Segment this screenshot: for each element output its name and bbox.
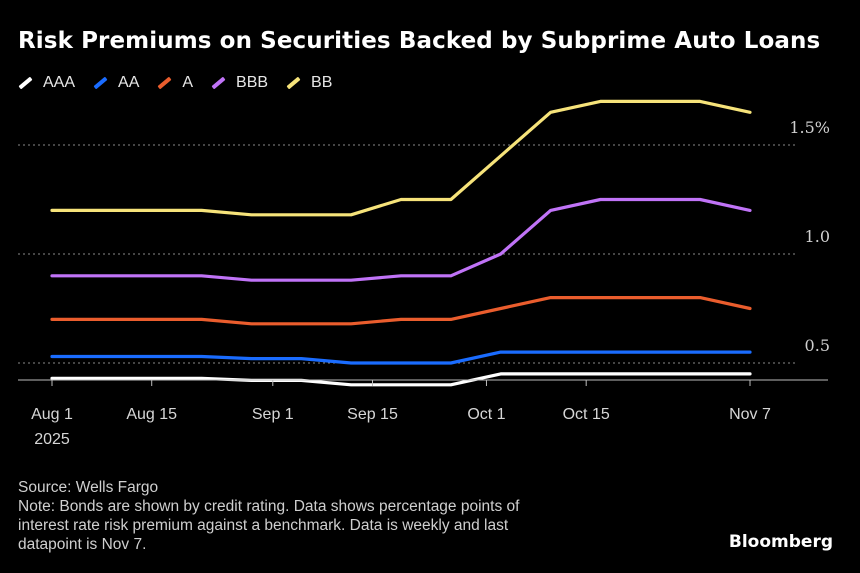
source-text: Source: Wells Fargo xyxy=(18,479,159,496)
legend-label: A xyxy=(182,74,194,91)
x-tick-label: Oct 1 xyxy=(467,406,505,423)
series-line-bbb xyxy=(50,197,752,282)
x-tick-label: Aug 15 xyxy=(126,406,177,423)
y-tick-label: 1.0 xyxy=(805,227,830,246)
footnotes: Source: Wells Fargo Note: Bonds are show… xyxy=(18,478,519,554)
x-tick-sublabel: 2025 xyxy=(34,431,70,448)
note-line-3: datapoint is Nov 7. xyxy=(18,536,147,553)
bloomberg-logo: Bloomberg xyxy=(728,532,833,552)
series-lines xyxy=(50,99,752,387)
chart-title: Risk Premiums on Securities Backed by Su… xyxy=(18,28,821,54)
series-line-aaa xyxy=(50,372,752,387)
x-axis: Aug 1 2025 Aug 15 Sep 1 Sep 15 Oct 1 Oct 15 Nov… xyxy=(18,379,828,448)
y-tick-label: 1.5% xyxy=(789,118,830,137)
legend-item-aaa: AAA xyxy=(18,74,75,92)
legend-label: AAA xyxy=(43,74,76,91)
x-tick-label: Sep 1 xyxy=(252,406,294,423)
legend-item-bb: BB xyxy=(286,74,332,92)
series-line-bb xyxy=(50,99,752,217)
note-line-2: interest rate risk premium against a ben… xyxy=(18,517,509,534)
legend-label: AA xyxy=(118,74,140,91)
series-line-a xyxy=(50,296,752,326)
legend: AAA AA A BBB BB xyxy=(18,74,350,92)
legend-label: BB xyxy=(311,74,333,91)
x-tick-label: Oct 15 xyxy=(563,406,610,423)
y-axis-labels: 0.5 1.0 1.5% xyxy=(789,118,830,355)
y-tick-label: 0.5 xyxy=(805,336,830,355)
series-line-aa xyxy=(50,350,752,365)
note-line-1: Note: Bonds are shown by credit rating. … xyxy=(18,498,520,515)
x-tick-label: Aug 1 xyxy=(31,406,73,423)
legend-item-a: A xyxy=(157,74,193,92)
legend-label: BBB xyxy=(236,74,269,91)
x-tick-label: Nov 7 xyxy=(729,406,771,423)
x-tick-label: Sep 15 xyxy=(347,406,398,423)
legend-item-bbb: BBB xyxy=(211,74,268,92)
gridlines xyxy=(18,144,795,364)
legend-item-aa: AA xyxy=(93,74,139,92)
